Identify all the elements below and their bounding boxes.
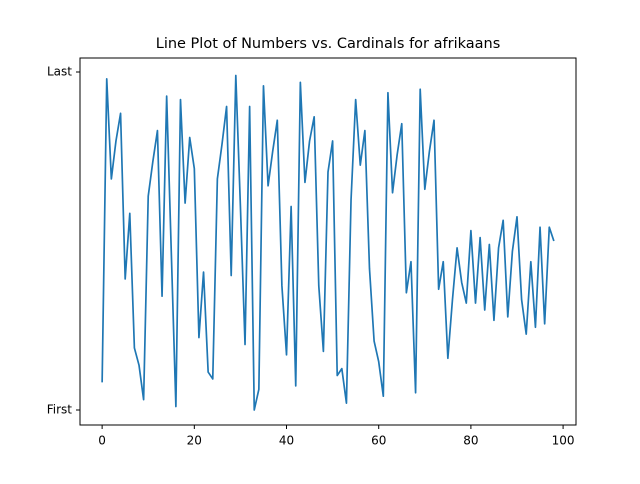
line — [101, 74, 555, 411]
x-tick-label: 40 — [279, 434, 294, 448]
x-tick-label: 20 — [187, 434, 202, 448]
x-tick-label: 100 — [552, 434, 575, 448]
chart-title: Line Plot of Numbers vs. Cardinals for a… — [156, 36, 501, 52]
plot-frame — [79, 57, 577, 426]
y-tick-label: First — [47, 402, 73, 416]
x-tick-label: 60 — [371, 434, 386, 448]
y-tick-label: Last — [47, 65, 72, 79]
x-tick-label: 0 — [98, 434, 106, 448]
x-tick-label: 80 — [463, 434, 478, 448]
